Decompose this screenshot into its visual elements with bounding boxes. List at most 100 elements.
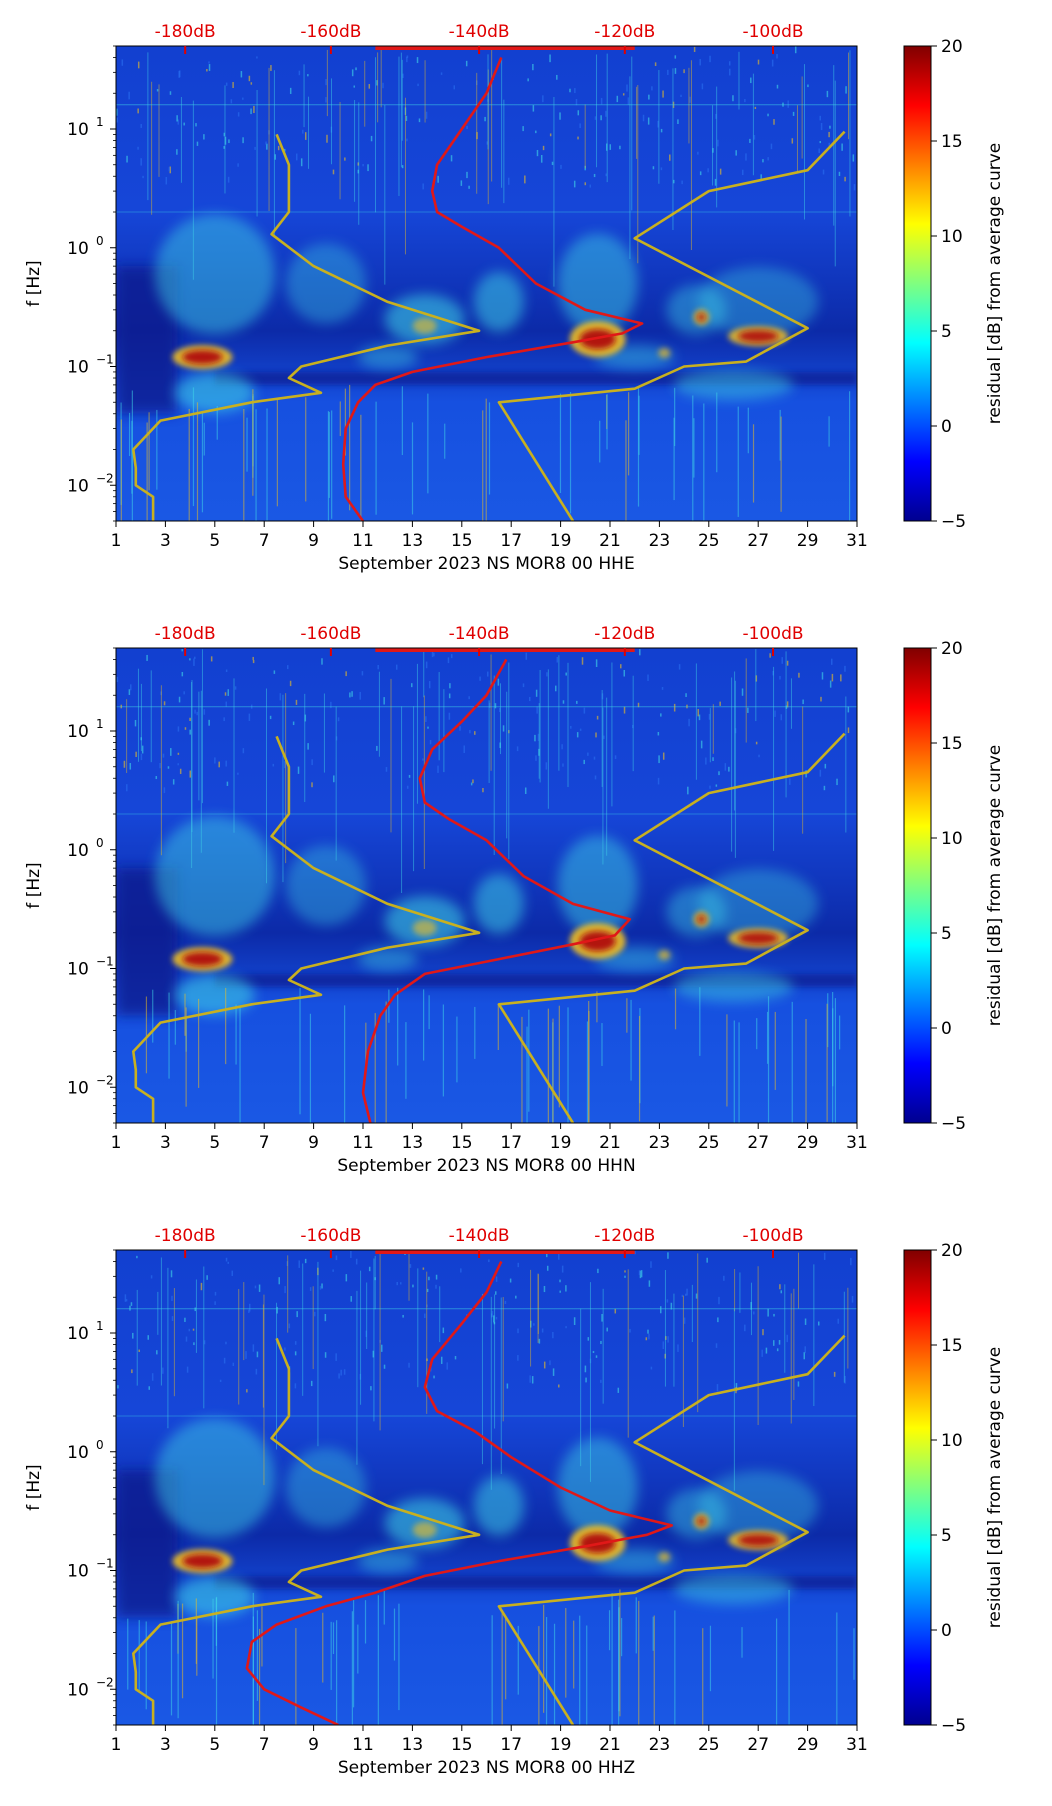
heatmap-speckle — [660, 128, 663, 133]
db-scale-label: -180dB — [155, 624, 216, 644]
y-tick-label: 10 — [67, 1324, 89, 1344]
heatmap-speckle — [484, 116, 486, 122]
heatmap-speckle — [667, 1336, 669, 1343]
heatmap-speckle — [307, 74, 309, 77]
colorbar-tick-label: 10 — [941, 227, 963, 247]
heatmap-speckle — [701, 83, 704, 90]
heatmap-speckle — [223, 146, 225, 149]
heatmap-speckle — [231, 1270, 234, 1276]
heatmap-speckle — [490, 1313, 493, 1318]
heatmap-speckle — [665, 1336, 667, 1340]
low-noise-model-curve — [132, 735, 481, 1123]
heatmap-speckle — [428, 681, 431, 689]
heatmap-speckle — [189, 770, 192, 778]
heatmap-speckle — [583, 707, 586, 714]
heatmap-speckle — [357, 162, 360, 166]
heatmap-speckle — [321, 1283, 323, 1289]
heatmap-speckle — [707, 168, 709, 173]
x-tick-label: 3 — [160, 1735, 171, 1755]
heatmap-speckle — [278, 1277, 280, 1285]
heatmap-speckle — [188, 1328, 191, 1332]
heatmap-speckle — [160, 691, 162, 696]
db-scale-label: -160dB — [300, 624, 361, 644]
heatmap-speckle — [227, 1261, 230, 1264]
heatmap-speckle — [776, 54, 778, 59]
heatmap-speckle — [422, 1267, 425, 1270]
heatmap-speckle — [593, 756, 596, 760]
heatmap-speckle — [330, 126, 333, 133]
x-tick-label: 29 — [797, 1735, 819, 1755]
heatmap-speckle — [601, 693, 604, 700]
y-tick-exponent: 1 — [96, 1319, 104, 1333]
x-tick-label: 29 — [797, 531, 819, 551]
heatmap-speckle — [488, 1259, 490, 1263]
heatmap-speckle — [648, 1333, 650, 1340]
x-tick-label: 25 — [698, 531, 720, 551]
heatmap-speckle — [688, 718, 690, 727]
x-axis-label: September 2023 NS MOR8 00 HHZ — [338, 1758, 635, 1778]
heatmap-speckle — [657, 120, 659, 128]
heatmap-speckle — [818, 148, 820, 154]
heatmap-speckle — [181, 649, 183, 652]
heatmap-speckle — [579, 728, 582, 731]
heatmap-speckle — [762, 1329, 764, 1336]
x-tick-label: 1 — [111, 1735, 122, 1755]
heatmap-speckle — [208, 64, 211, 71]
colorbar — [903, 45, 932, 522]
heatmap-speckle — [540, 154, 543, 163]
heatmap-speckle — [724, 763, 727, 771]
heatmap-speckle — [125, 1299, 128, 1302]
heatmap-speckle — [845, 86, 847, 94]
x-tick-label: 27 — [747, 1735, 769, 1755]
heatmap-speckle — [852, 154, 855, 162]
heatmap-speckle — [163, 787, 166, 794]
x-tick-label: 5 — [209, 1735, 220, 1755]
heatmap-speckle — [584, 1365, 587, 1373]
heatmap-speckle — [552, 1331, 554, 1339]
heatmap-speckle — [606, 1327, 608, 1332]
heatmap-speckle — [652, 166, 655, 170]
heatmap-speckle — [534, 734, 536, 742]
x-tick-label: 31 — [846, 1133, 868, 1153]
heatmap-speckle — [828, 131, 830, 138]
heatmap-speckle — [396, 1281, 398, 1286]
colorbar-tick-label: −5 — [941, 1716, 966, 1736]
heatmap-speckle — [605, 110, 607, 117]
heatmap-speckle — [556, 657, 559, 663]
heatmap-top-band — [375, 648, 635, 652]
heatmap-speckle — [576, 732, 579, 738]
heatmap-speckle — [735, 150, 737, 156]
heatmap-speckle — [140, 737, 142, 741]
heatmap-speckle — [516, 746, 519, 752]
heatmap-speckle — [584, 182, 587, 186]
heatmap-speckle — [226, 781, 229, 786]
heatmap-blob — [285, 1447, 366, 1528]
heatmap-speckle — [708, 713, 711, 720]
heatmap-speckle — [395, 664, 398, 670]
heatmap-speckle — [622, 93, 625, 96]
x-tick-label: 1 — [111, 531, 122, 551]
heatmap-speckle — [735, 1383, 738, 1391]
heatmap-speckle — [426, 1288, 429, 1293]
heatmap-speckle — [509, 1278, 512, 1283]
heatmap-speckle — [620, 664, 622, 669]
y-tick-exponent: −2 — [96, 471, 114, 485]
heatmap-speckle — [141, 745, 144, 754]
heatmap-speckle — [819, 141, 822, 144]
heatmap-speckle — [325, 79, 327, 86]
heatmap-speckle — [482, 787, 484, 793]
heatmap-speckle — [359, 691, 361, 700]
heatmap-speckle — [344, 157, 346, 161]
heatmap-speckle — [804, 1318, 807, 1325]
heatmap-speckle — [685, 693, 687, 697]
heatmap-speckle — [616, 95, 619, 103]
heatmap-speckle — [203, 709, 206, 715]
x-tick-label: 31 — [846, 531, 868, 551]
heatmap-speckle — [838, 171, 841, 176]
heatmap-speckle — [355, 1258, 358, 1265]
heatmap-speckle — [177, 763, 179, 766]
x-tick-label: 19 — [550, 1735, 572, 1755]
heatmap-speckle — [522, 126, 524, 132]
heatmap-speckle — [170, 748, 172, 756]
heatmap-blob — [174, 372, 255, 413]
